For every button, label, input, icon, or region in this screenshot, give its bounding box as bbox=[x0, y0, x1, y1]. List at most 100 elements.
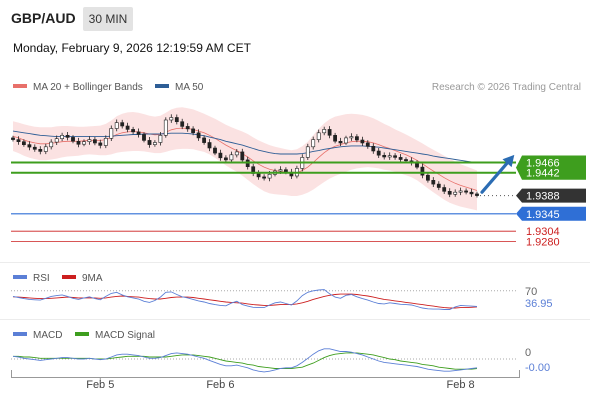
rsi-level-label: 70 bbox=[525, 286, 537, 298]
candle-body bbox=[458, 190, 463, 193]
candle-body bbox=[65, 135, 70, 138]
macd-panel: MACD MACD Signal 0 -0.00 bbox=[11, 330, 550, 374]
candle-body bbox=[16, 139, 21, 143]
rsi-ma-line bbox=[12, 293, 478, 309]
candle-body bbox=[43, 146, 48, 152]
candle-body bbox=[76, 141, 81, 145]
projection-arrow-head bbox=[502, 154, 515, 168]
macd-value: -0.00 bbox=[525, 362, 550, 374]
candle-body bbox=[136, 131, 141, 135]
candle-body bbox=[180, 121, 185, 127]
candle-body bbox=[349, 136, 354, 139]
bollinger-band bbox=[13, 107, 477, 211]
candle-body bbox=[453, 191, 458, 195]
ma50-legend-label: MA 50 bbox=[175, 82, 204, 93]
credit-label: Research © 2026 Trading Central bbox=[432, 82, 581, 93]
pivot-tag bbox=[516, 206, 586, 221]
candle-body bbox=[11, 137, 15, 140]
candle-body bbox=[142, 134, 146, 141]
candle-body bbox=[174, 117, 179, 122]
candle-body bbox=[387, 155, 392, 158]
candle-body bbox=[131, 129, 136, 133]
pivot-value: 1.9345 bbox=[526, 209, 560, 221]
candle-body bbox=[185, 126, 190, 130]
last-price-tag bbox=[516, 188, 586, 203]
candlestick-series bbox=[11, 114, 479, 198]
rsi-panel: RSI 9MA 70 36.95 bbox=[11, 273, 553, 310]
rsi-legend-label: RSI bbox=[33, 273, 50, 284]
x-axis-ticks: Feb 5 Feb 6 Feb 8 bbox=[86, 377, 475, 391]
candle-body bbox=[169, 117, 174, 121]
candle-body bbox=[38, 149, 43, 152]
candle-body bbox=[305, 146, 310, 158]
rsi-ma-legend-swatch bbox=[62, 275, 76, 279]
rsi-legend-swatch bbox=[13, 275, 27, 279]
support-1-value: 1.9304 bbox=[526, 226, 560, 238]
candle-body bbox=[103, 138, 108, 146]
macd-line bbox=[12, 348, 478, 373]
x-tick-label: Feb 5 bbox=[86, 379, 114, 391]
candle-body bbox=[267, 174, 272, 179]
candle-body bbox=[425, 174, 430, 181]
candle-body bbox=[213, 147, 217, 154]
timeframe-badge[interactable]: 30 MIN bbox=[83, 7, 133, 31]
candle-body bbox=[322, 129, 327, 134]
x-tick-label: Feb 8 bbox=[447, 379, 475, 391]
candle-body bbox=[262, 176, 267, 179]
datetime-label: Monday, February 9, 2026 12:19:59 AM CET bbox=[13, 41, 251, 55]
support-2-value: 1.9280 bbox=[526, 236, 560, 248]
macd-legend-swatch bbox=[13, 332, 27, 336]
candle-body bbox=[382, 155, 387, 158]
candle-body bbox=[278, 169, 283, 172]
candle-body bbox=[256, 173, 261, 178]
macd-signal-legend-label: MACD Signal bbox=[95, 330, 155, 341]
macd-signal-legend-swatch bbox=[75, 332, 89, 336]
candle-body bbox=[376, 150, 381, 156]
candle-body bbox=[338, 141, 343, 144]
candle-body bbox=[98, 142, 103, 146]
instrument-title: GBP/AUD bbox=[11, 10, 76, 26]
candle-body bbox=[333, 135, 338, 142]
candle-body bbox=[316, 132, 321, 140]
candle-body bbox=[207, 142, 212, 149]
candle-body bbox=[234, 151, 239, 156]
candle-body bbox=[49, 141, 54, 148]
candle-body bbox=[475, 193, 479, 196]
candle-body bbox=[442, 187, 447, 192]
ma50-legend-swatch bbox=[155, 84, 169, 88]
x-tick-label: Feb 6 bbox=[206, 379, 234, 391]
macd-zero-label: 0 bbox=[525, 347, 531, 359]
candle-body bbox=[93, 139, 97, 144]
candle-body bbox=[163, 119, 168, 136]
projection-arrow bbox=[480, 157, 513, 194]
candle-body bbox=[229, 154, 234, 161]
macd-legend-label: MACD bbox=[33, 330, 62, 341]
candle-body bbox=[158, 135, 163, 143]
rsi-ma-legend-label: 9MA bbox=[82, 273, 103, 284]
candle-body bbox=[447, 191, 452, 195]
candle-body bbox=[404, 159, 408, 162]
main-legend: MA 20 + Bollinger Bands MA 50 Research ©… bbox=[13, 82, 581, 93]
candle-body bbox=[360, 139, 365, 144]
candle-body bbox=[365, 142, 370, 147]
ma20-legend-label: MA 20 + Bollinger Bands bbox=[33, 82, 143, 93]
candle-body bbox=[114, 122, 119, 129]
candle-body bbox=[344, 137, 348, 144]
candle-body bbox=[125, 125, 130, 130]
ma50-line bbox=[12, 130, 478, 164]
candle-body bbox=[82, 141, 86, 145]
resistance-1-value: 1.9442 bbox=[526, 168, 560, 180]
candle-body bbox=[109, 128, 114, 139]
candle-body bbox=[27, 144, 32, 148]
candle-body bbox=[240, 151, 245, 161]
candle-body bbox=[32, 146, 37, 150]
candle-body bbox=[71, 137, 75, 142]
candle-body bbox=[311, 139, 316, 148]
candle-body bbox=[120, 122, 125, 127]
ma20-legend-swatch bbox=[13, 84, 27, 88]
candle-body bbox=[21, 141, 26, 145]
candle-body bbox=[371, 146, 376, 152]
candle-body bbox=[354, 136, 359, 141]
candle-body bbox=[87, 139, 92, 143]
